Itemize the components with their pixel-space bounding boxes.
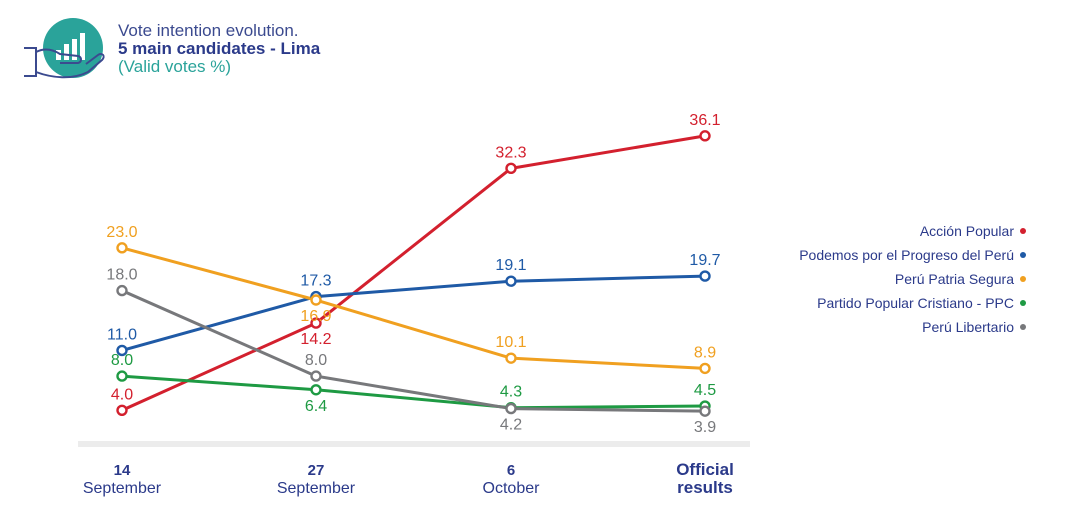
- data-point: [505, 352, 517, 364]
- legend-swatch: [1020, 276, 1026, 283]
- legend-swatch: [1020, 252, 1026, 259]
- x-tick-label: 6: [507, 462, 515, 479]
- data-point: [505, 275, 517, 287]
- chart-subtitle: 5 main candidates - Lima: [118, 39, 321, 58]
- legend-swatch: [1020, 228, 1026, 235]
- legend-item: Acción Popular: [799, 219, 1026, 243]
- data-point: [310, 317, 322, 329]
- data-label: 10.1: [495, 334, 526, 351]
- legend-swatch: [1020, 324, 1026, 331]
- data-label: 14.2: [300, 331, 331, 348]
- chart-title-block: Vote intention evolution. 5 main candida…: [118, 22, 320, 76]
- data-label: 23.0: [106, 224, 137, 241]
- x-tick-label: October: [483, 480, 541, 497]
- data-label: 17.3: [300, 273, 331, 290]
- data-label: 8.0: [305, 352, 327, 369]
- series-line: [120, 134, 707, 412]
- x-tick-label: September: [83, 480, 162, 497]
- data-label: 8.9: [694, 344, 716, 361]
- chart-unit-note: (Valid votes %): [118, 57, 232, 76]
- data-point: [699, 270, 711, 282]
- data-point: [116, 284, 128, 297]
- legend-label: Perú Patria Segura: [894, 271, 1014, 287]
- legend-item: Partido Popular Cristiano - PPC: [799, 291, 1026, 315]
- data-label: 4.5: [694, 382, 716, 399]
- data-label: 4.3: [500, 384, 522, 401]
- data-point: [505, 162, 517, 175]
- x-tick-label: 14: [114, 462, 131, 479]
- legend-item: Perú Patria Segura: [799, 267, 1026, 291]
- data-label: 16.9: [300, 308, 331, 325]
- data-point: [699, 362, 711, 375]
- data-label: 19.7: [689, 252, 720, 269]
- data-label: 18.0: [106, 267, 137, 284]
- x-tick-label: Official: [676, 460, 734, 479]
- data-label: 8.0: [111, 352, 133, 369]
- x-tick-label: 27: [308, 462, 325, 479]
- data-label: 36.1: [689, 112, 720, 129]
- legend-label: Partido Popular Cristiano - PPC: [817, 295, 1014, 311]
- data-point: [699, 405, 711, 417]
- chart-header: Vote intention evolution. 5 main candida…: [22, 14, 382, 84]
- data-label: 32.3: [495, 144, 526, 161]
- x-tick-label: results: [677, 478, 733, 497]
- series-line: [120, 374, 707, 410]
- data-label: 4.2: [500, 417, 522, 434]
- data-label: 11.0: [107, 326, 137, 343]
- x-tick-label: September: [277, 480, 356, 497]
- legend-label: Acción Popular: [919, 223, 1014, 239]
- data-point: [116, 404, 128, 416]
- data-point: [310, 370, 322, 382]
- legend-item: Perú Libertario: [799, 315, 1026, 339]
- data-point: [310, 384, 322, 396]
- legend-label: Perú Libertario: [922, 319, 1014, 335]
- data-label: 4.0: [111, 386, 133, 403]
- data-point: [116, 242, 128, 254]
- data-point: [116, 344, 128, 357]
- data-label: 6.4: [305, 398, 327, 415]
- legend-swatch: [1020, 300, 1026, 307]
- chart-legend: Acción Popular Podemos por el Progreso de…: [799, 219, 1026, 339]
- chart-title: Vote intention evolution.: [118, 21, 299, 40]
- data-label: 3.9: [694, 419, 716, 436]
- data-point: [505, 402, 517, 415]
- series-line: [120, 289, 707, 413]
- series-line: [120, 274, 707, 352]
- x-axis-baseline: [78, 441, 750, 447]
- legend-item: Podemos por el Progreso del Perú: [799, 243, 1026, 267]
- data-point: [116, 370, 128, 382]
- legend-label: Podemos por el Progreso del Perú: [799, 247, 1014, 263]
- series-line: [120, 246, 707, 370]
- hand-holding-bar-chart-icon: [24, 18, 105, 79]
- data-label: 19.1: [495, 257, 526, 274]
- data-point: [699, 130, 711, 142]
- data-point: [310, 294, 322, 306]
